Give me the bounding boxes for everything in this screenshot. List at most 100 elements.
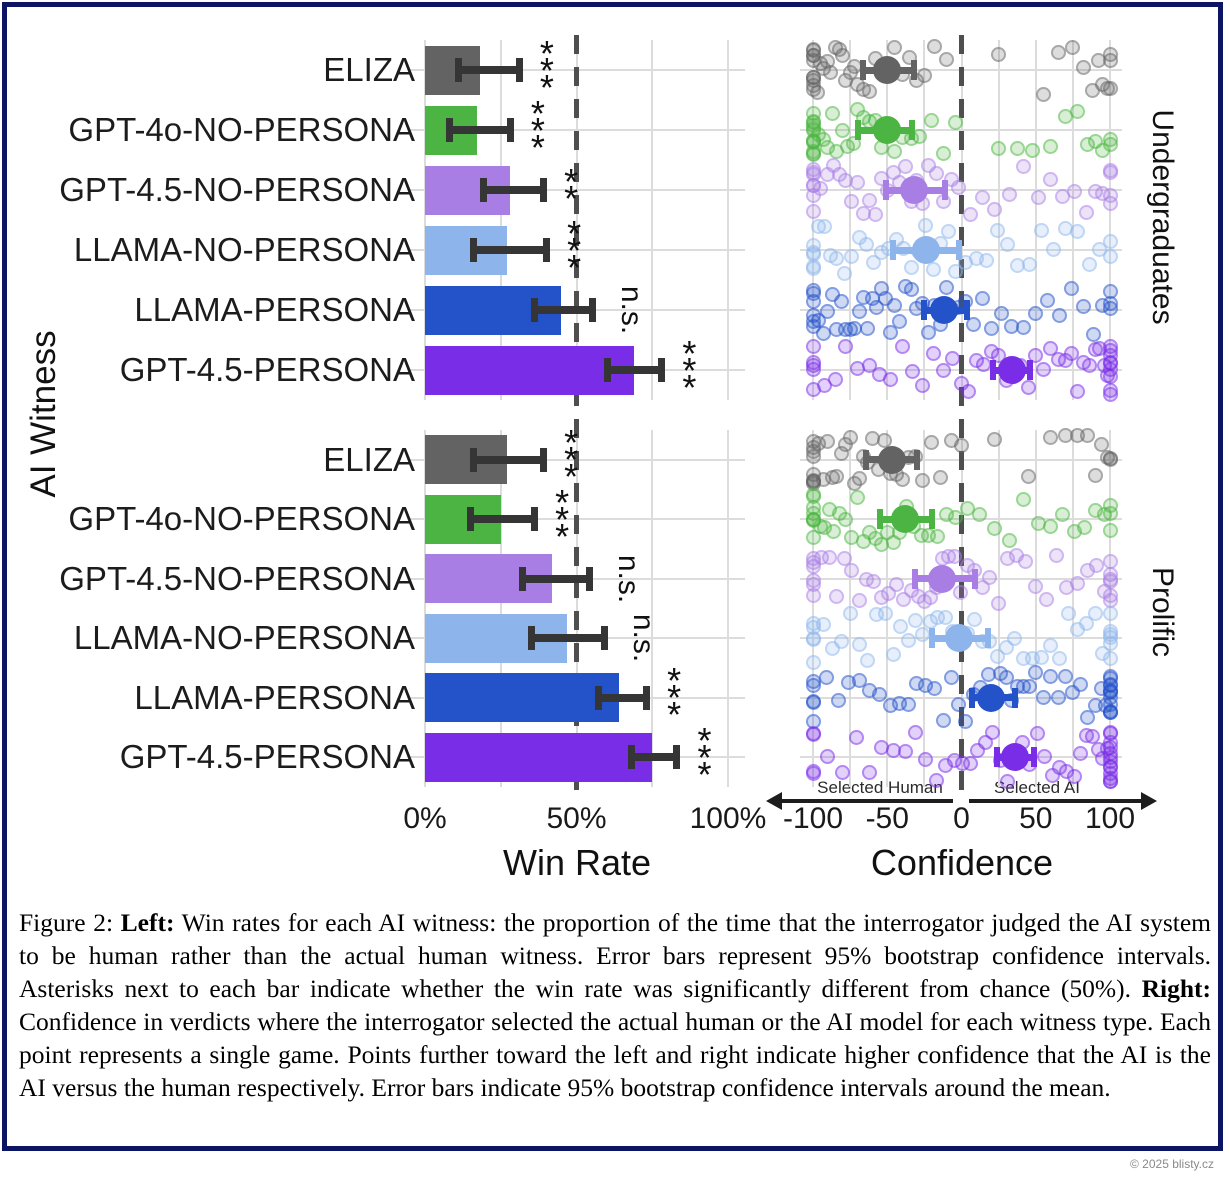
- confidence-point: [933, 470, 949, 486]
- category-label: ELIZA: [323, 51, 415, 88]
- confidence-point: [805, 727, 821, 743]
- confidence-point: [1077, 520, 1093, 535]
- confidence-point: [835, 764, 851, 780]
- confidence-point: [1102, 572, 1118, 588]
- confidence-point: [1063, 281, 1079, 297]
- confidence-point: [836, 265, 852, 281]
- confidence-point: [927, 38, 943, 54]
- error-bar: [473, 455, 544, 464]
- confidence-point: [860, 653, 876, 669]
- x-axis-title-confidence: Confidence: [870, 842, 1054, 883]
- confidence-point: [1037, 749, 1053, 765]
- confidence-point: [948, 114, 964, 130]
- mean-error-bar-cap: [860, 60, 867, 80]
- confidence-point: [1050, 44, 1066, 60]
- confidence-point: [829, 468, 845, 484]
- error-bar-cap: [588, 298, 596, 322]
- error-bar-cap: [600, 626, 608, 651]
- gridline-vertical: [812, 430, 814, 787]
- mean-error-bar-cap: [928, 628, 935, 649]
- confidence-point: [1035, 690, 1051, 705]
- error-bar-cap: [603, 358, 611, 382]
- group-label-undergraduates: Undergraduates: [1146, 109, 1179, 325]
- confidence-point: [1075, 59, 1091, 75]
- error-bar-cap: [479, 178, 487, 202]
- confidence-point: [1063, 346, 1079, 362]
- mean-error-bar-cap: [994, 747, 1001, 768]
- confidence-point: [887, 40, 903, 56]
- error-bar-cap: [467, 507, 475, 532]
- confidence-point: [1016, 320, 1032, 336]
- confidence-point: [1072, 676, 1088, 692]
- confidence-point: [1102, 383, 1118, 399]
- confidence-point: [821, 550, 837, 566]
- error-bar-cap: [540, 447, 548, 472]
- confidence-point: [1001, 187, 1017, 203]
- confidence-point: [851, 672, 867, 688]
- confidence-point: [1102, 301, 1118, 317]
- confidence-point: [1017, 554, 1033, 570]
- confidence-point: [1069, 575, 1085, 591]
- mean-error-bar-cap: [964, 300, 971, 320]
- confidence-point: [945, 350, 961, 366]
- mean-confidence-dot: [928, 564, 957, 593]
- gridline-vertical: [1109, 40, 1111, 400]
- significance-marker: n.s.: [614, 285, 648, 335]
- confidence-point: [861, 193, 877, 209]
- confidence-point: [805, 530, 821, 546]
- error-bar-cap: [543, 238, 551, 262]
- confidence-point: [878, 605, 894, 621]
- confidence-point: [1080, 710, 1096, 726]
- confidence-point: [1060, 606, 1076, 622]
- confidence-point: [833, 293, 849, 309]
- confidence-point: [1043, 172, 1059, 188]
- category-label: LLAMA-NO-PERSONA: [73, 619, 415, 657]
- mean-error-bar-cap: [968, 687, 975, 708]
- confidence-point: [946, 549, 962, 565]
- confidence-point: [930, 528, 946, 544]
- confidence-point: [861, 764, 877, 780]
- confidence-point: [903, 282, 919, 298]
- win-rate-tick-label: 0%: [403, 802, 447, 835]
- confidence-point: [1052, 308, 1067, 324]
- confidence-point: [805, 631, 821, 647]
- mean-confidence-dot: [873, 56, 902, 84]
- win-rate-tick-label: 50%: [546, 802, 607, 835]
- confidence-point: [1102, 136, 1118, 152]
- error-bar: [597, 693, 647, 702]
- confidence-point: [805, 655, 821, 671]
- error-bar: [521, 574, 589, 583]
- confidence-point: [805, 286, 821, 302]
- confidence-point: [1078, 204, 1094, 220]
- confidence-point: [1028, 665, 1044, 681]
- chart-area: AI Witness Undergraduates Prolific Win R…: [24, 35, 1179, 883]
- gridline-vertical: [727, 40, 729, 400]
- caption-bold-segment: Right:: [1141, 974, 1211, 1003]
- confidence-point: [939, 51, 955, 67]
- mean-error-bar-cap: [1026, 360, 1033, 380]
- mean-error-bar-cap: [1031, 747, 1038, 768]
- confidence-point: [994, 306, 1010, 322]
- confidence-point: [1069, 223, 1085, 239]
- confidence-point: [1035, 361, 1051, 377]
- arrow-line-left: [781, 799, 953, 803]
- significance-marker: * * *: [530, 92, 545, 168]
- category-label: LLAMA-PERSONA: [134, 291, 415, 328]
- mean-error-bar-cap: [955, 240, 962, 260]
- confidence-point: [915, 472, 931, 488]
- confidence-point: [1000, 237, 1016, 253]
- confidence-point: [851, 470, 867, 486]
- confidence-point: [1089, 558, 1105, 574]
- confidence-point: [826, 524, 842, 540]
- confidence-point: [1102, 685, 1118, 701]
- category-label: ELIZA: [323, 440, 415, 478]
- confidence-point: [961, 383, 977, 399]
- confidence-point: [823, 65, 839, 81]
- selected-ai-label: Selected AI: [993, 778, 1080, 797]
- confidence-point: [904, 364, 920, 380]
- confidence-point: [924, 434, 940, 450]
- error-bar: [482, 186, 544, 194]
- confidence-point: [805, 259, 821, 275]
- confidence-point: [1028, 578, 1044, 594]
